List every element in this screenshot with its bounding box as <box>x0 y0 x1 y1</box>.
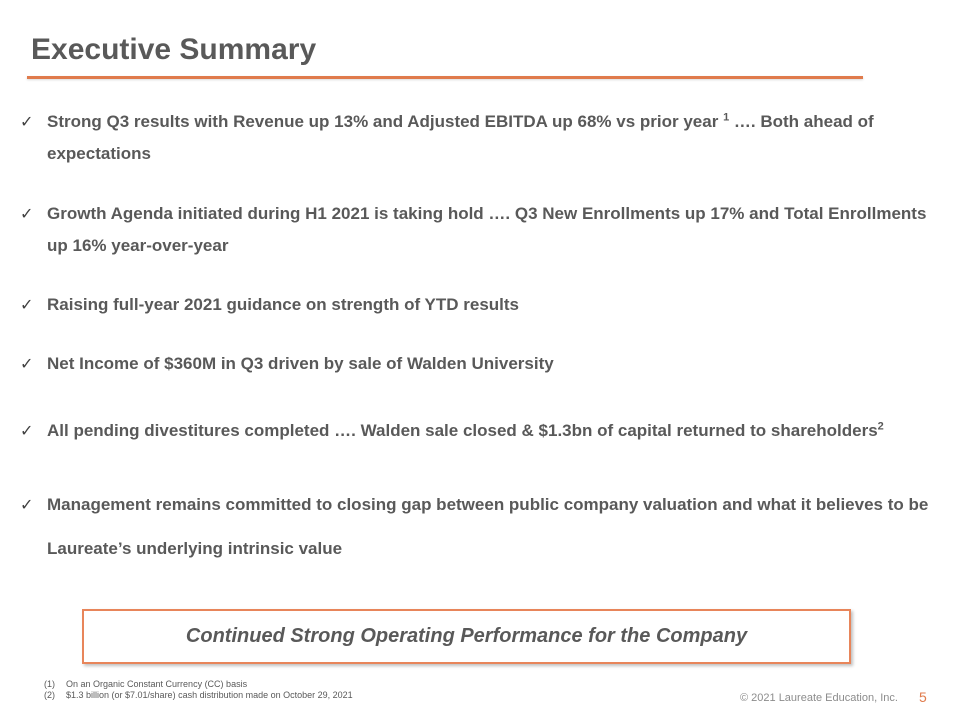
footnote: (2) $1.3 billion (or $7.01/share) cash d… <box>44 690 353 701</box>
bullet-item: ✓ Management remains committed to closin… <box>20 483 945 571</box>
footnote: (1) On an Organic Constant Currency (CC)… <box>44 679 353 690</box>
bullet-text: Net Income of $360M in Q3 driven by sale… <box>47 354 554 373</box>
copyright-notice: © 2021 Laureate Education, Inc. <box>740 692 898 704</box>
bullet-item: ✓ Growth Agenda initiated during H1 2021… <box>20 198 945 262</box>
bullet-text: Strong Q3 results with Revenue up 13% an… <box>47 111 874 163</box>
footnote-number: (2) <box>44 690 55 700</box>
checkmark-icon: ✓ <box>20 421 34 440</box>
bullet-text: Raising full-year 2021 guidance on stren… <box>47 295 520 314</box>
checkmark-icon: ✓ <box>20 112 34 131</box>
bullet-text: All pending divestitures completed …. Wa… <box>47 420 884 440</box>
footnote-text: $1.3 billion (or $7.01/share) cash distr… <box>66 690 353 700</box>
slide-title: Executive Summary <box>31 33 317 66</box>
checkmark-icon: ✓ <box>20 204 34 223</box>
footnote-text: On an Organic Constant Currency (CC) bas… <box>66 679 248 689</box>
footnote-ref: 1 <box>723 111 730 124</box>
footnotes: (1) On an Organic Constant Currency (CC)… <box>44 679 353 701</box>
title-underline <box>27 76 863 79</box>
bullet-item: ✓ Raising full-year 2021 guidance on str… <box>20 289 945 321</box>
checkmark-icon: ✓ <box>20 354 34 373</box>
bullet-item: ✓ Net Income of $360M in Q3 driven by sa… <box>20 348 945 380</box>
bullet-item: ✓ Strong Q3 results with Revenue up 13% … <box>20 106 945 170</box>
checkmark-icon: ✓ <box>20 495 34 514</box>
footnote-ref: 2 <box>877 420 884 433</box>
checkmark-icon: ✓ <box>20 295 34 314</box>
bullet-item: ✓ All pending divestitures completed …. … <box>20 415 945 447</box>
bullet-text: Management remains committed to closing … <box>47 495 929 558</box>
callout-box: Continued Strong Operating Performance f… <box>82 609 851 664</box>
bullet-text: Growth Agenda initiated during H1 2021 i… <box>47 204 927 255</box>
page-number: 5 <box>919 689 927 705</box>
footnote-number: (1) <box>44 679 55 689</box>
